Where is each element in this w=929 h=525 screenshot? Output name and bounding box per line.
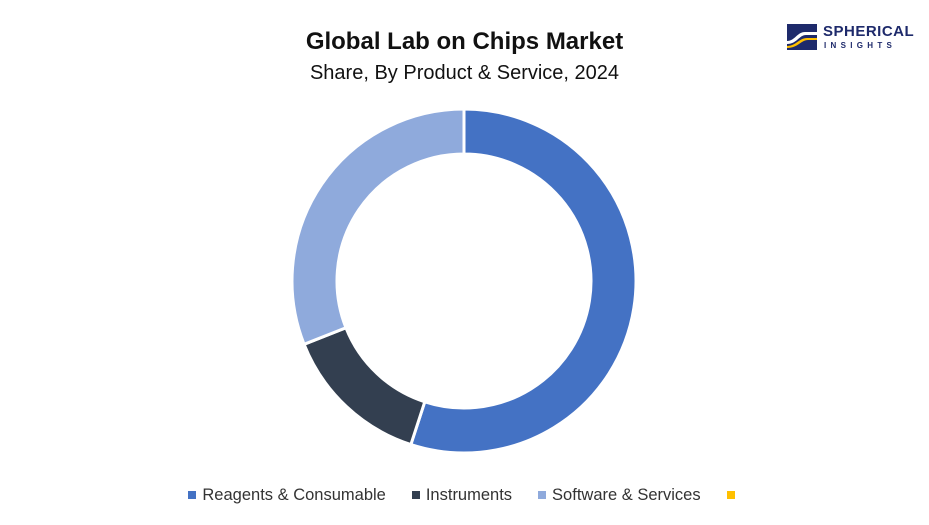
brand-logo: SPHERICAL INSIGHTS <box>787 22 917 54</box>
logo-mark-icon <box>787 24 817 50</box>
chart-legend: Reagents & Consumable Instruments Software… <box>0 484 929 506</box>
legend-label: Software & Services <box>552 485 701 504</box>
chart-title: Global Lab on Chips Market <box>305 28 624 55</box>
donut-slice-1 <box>302 325 427 447</box>
logo-wordmark: SPHERICAL <box>823 23 915 40</box>
legend-label: Instruments <box>425 485 513 504</box>
legend-item: Instruments <box>411 485 513 505</box>
logo-tagline: INSIGHTS <box>824 41 897 50</box>
legend-label: Reagents & Consumable <box>202 485 386 504</box>
legend-swatch <box>411 491 420 499</box>
legend-item <box>726 491 741 499</box>
chart-subtitle: Share, By Product & Service, 2024 <box>309 62 620 84</box>
legend-item: Software & Services <box>538 486 701 505</box>
donut-slice-0 <box>408 107 638 455</box>
legend-swatch <box>538 491 547 499</box>
legend-swatch <box>726 491 735 499</box>
legend-swatch <box>188 491 197 499</box>
donut-slice-2 <box>290 107 466 347</box>
legend-item: Reagents & Consumable <box>188 485 386 505</box>
